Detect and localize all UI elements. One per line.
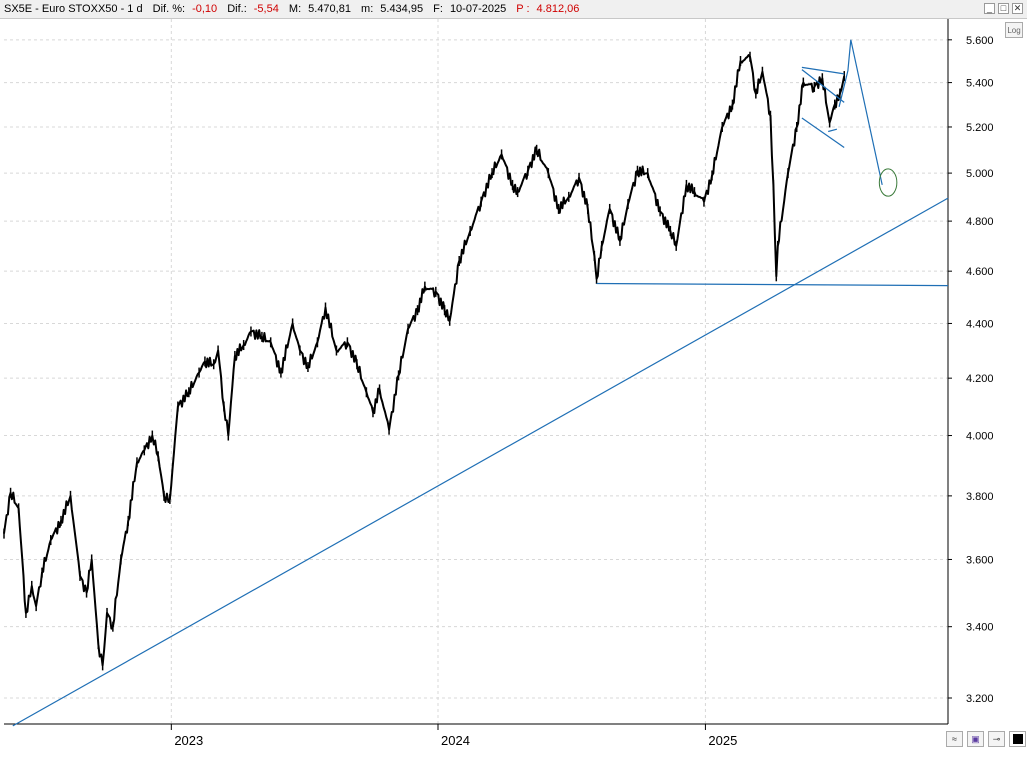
triangle-lower-line <box>801 117 845 148</box>
x-tick-label: 2023 <box>174 733 203 748</box>
dif-pct-value: -0,10 <box>192 3 218 15</box>
trend-drawings <box>12 39 949 727</box>
window-controls: _ □ ✕ <box>984 3 1023 14</box>
dif-value: -5,54 <box>253 3 279 15</box>
log-scale-button[interactable]: Log <box>1005 22 1023 38</box>
min-value: 5.434,95 <box>380 3 424 15</box>
close-button[interactable]: ✕ <box>1012 3 1023 14</box>
axes <box>4 19 949 725</box>
projection-line <box>838 39 883 186</box>
pin-icon[interactable]: ⊸ <box>988 731 1005 747</box>
y-tick-label: 4.200 <box>966 373 994 385</box>
price-series <box>3 51 846 671</box>
min-label: m: <box>361 3 374 15</box>
date-value: 10-07-2025 <box>449 3 507 15</box>
x-tick-label: 2025 <box>708 733 737 748</box>
save-icon[interactable]: ▣ <box>967 731 984 747</box>
triangle-upper-line <box>801 69 845 103</box>
y-tick-label: 4.000 <box>966 431 994 443</box>
wedge-upper-line <box>801 66 845 75</box>
chart-tools: ≈ ▣ ⊸ <box>946 731 1026 747</box>
y-tick-label: 5.600 <box>966 35 994 47</box>
y-tick-label: 5.000 <box>966 168 994 180</box>
price-value: 4.812,06 <box>536 3 580 15</box>
y-tick-label: 3.600 <box>966 554 994 566</box>
grid <box>4 19 948 724</box>
dif-label: Dif.: <box>227 3 247 15</box>
chart-icon[interactable]: ≈ <box>946 731 963 747</box>
chart-header: SX5E - Euro STOXX50 - 1 d Dif. %: -0,10 D… <box>0 0 1027 19</box>
maximize-button[interactable]: □ <box>998 3 1009 14</box>
y-tick-label: 3.800 <box>966 491 994 503</box>
date-label: F: <box>433 3 443 15</box>
y-tick-label: 3.400 <box>966 622 994 634</box>
symbol-label: SX5E - Euro STOXX50 - 1 d <box>4 3 143 15</box>
y-tick-label: 5.200 <box>966 122 994 134</box>
long-trendline <box>12 197 949 727</box>
support-line <box>596 282 949 287</box>
price-label: P : <box>516 3 530 15</box>
target-ellipse <box>878 168 898 197</box>
y-tick-label: 4.400 <box>966 318 994 330</box>
color-icon[interactable] <box>1009 731 1026 747</box>
y-tick-label: 4.600 <box>966 266 994 278</box>
y-tick-label: 3.200 <box>966 693 994 705</box>
price-line <box>3 54 846 667</box>
y-tick-label: 5.400 <box>966 78 994 90</box>
wedge-lower-line <box>828 128 838 133</box>
dif-pct-label: Dif. %: <box>152 3 186 15</box>
x-axis-ticks: 2023 2024 2025 <box>170 724 737 748</box>
max-value: 5.470,81 <box>308 3 351 15</box>
y-tick-label: 4.800 <box>966 216 994 228</box>
y-axis-ticks: 5.600 5.400 5.200 5.000 4.800 4.600 4.400 4.200… <box>948 35 994 705</box>
x-tick-label: 2024 <box>441 733 470 748</box>
minimize-button[interactable]: _ <box>984 3 995 14</box>
max-label: M: <box>288 3 302 15</box>
